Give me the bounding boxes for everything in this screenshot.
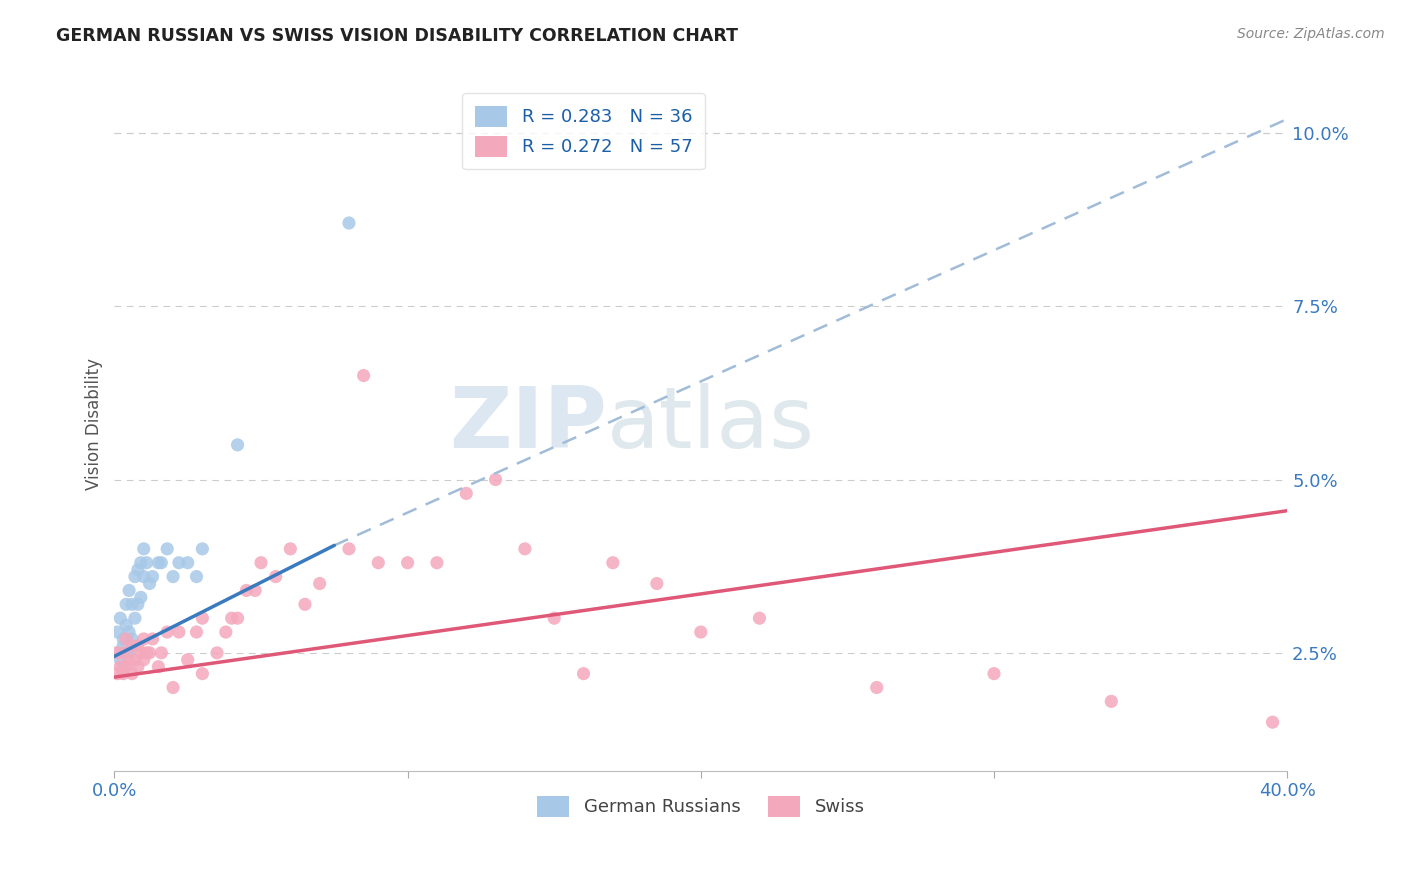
- Point: [105, 646, 128, 660]
- Point: [177, 653, 200, 667]
- Point: [127, 597, 149, 611]
- Point: [243, 583, 266, 598]
- Point: [162, 681, 184, 695]
- Point: [353, 368, 375, 383]
- Point: [167, 556, 190, 570]
- Point: [156, 625, 179, 640]
- Point: [150, 646, 173, 660]
- Text: GERMAN RUSSIAN VS SWISS VISION DISABILITY CORRELATION CHART: GERMAN RUSSIAN VS SWISS VISION DISABILIT…: [56, 27, 738, 45]
- Point: [112, 639, 135, 653]
- Point: [105, 666, 128, 681]
- Point: [138, 576, 160, 591]
- Point: [215, 625, 238, 640]
- Point: [112, 666, 135, 681]
- Text: ZIP: ZIP: [450, 383, 607, 466]
- Point: [191, 611, 214, 625]
- Point: [110, 611, 132, 625]
- Point: [129, 556, 152, 570]
- Point: [132, 653, 155, 667]
- Point: [150, 556, 173, 570]
- Point: [118, 583, 141, 598]
- Point: [367, 556, 389, 570]
- Point: [135, 646, 157, 660]
- Legend: German Russians, Swiss: German Russians, Swiss: [530, 789, 872, 824]
- Point: [191, 541, 214, 556]
- Point: [118, 653, 141, 667]
- Point: [141, 632, 163, 646]
- Point: [112, 646, 135, 660]
- Point: [602, 556, 624, 570]
- Point: [132, 541, 155, 556]
- Point: [221, 611, 243, 625]
- Point: [337, 541, 360, 556]
- Point: [308, 576, 330, 591]
- Point: [148, 659, 170, 673]
- Point: [124, 611, 146, 625]
- Point: [983, 666, 1005, 681]
- Point: [138, 646, 160, 660]
- Point: [118, 625, 141, 640]
- Point: [124, 653, 146, 667]
- Point: [127, 639, 149, 653]
- Point: [115, 659, 138, 673]
- Point: [689, 625, 711, 640]
- Point: [141, 569, 163, 583]
- Point: [543, 611, 565, 625]
- Point: [156, 541, 179, 556]
- Point: [1099, 694, 1122, 708]
- Point: [426, 556, 449, 570]
- Point: [129, 646, 152, 660]
- Point: [337, 216, 360, 230]
- Point: [186, 569, 208, 583]
- Point: [121, 597, 143, 611]
- Point: [513, 541, 536, 556]
- Point: [205, 646, 228, 660]
- Point: [177, 556, 200, 570]
- Point: [191, 666, 214, 681]
- Point: [162, 569, 184, 583]
- Point: [278, 541, 301, 556]
- Point: [115, 632, 138, 646]
- Point: [110, 659, 132, 673]
- Point: [112, 632, 135, 646]
- Point: [121, 666, 143, 681]
- Point: [572, 666, 595, 681]
- Text: atlas: atlas: [607, 383, 815, 466]
- Point: [226, 611, 249, 625]
- Point: [115, 646, 138, 660]
- Point: [264, 569, 287, 583]
- Point: [235, 583, 257, 598]
- Point: [186, 625, 208, 640]
- Point: [129, 591, 152, 605]
- Point: [118, 646, 141, 660]
- Point: [484, 473, 506, 487]
- Point: [121, 639, 143, 653]
- Point: [115, 597, 138, 611]
- Y-axis label: Vision Disability: Vision Disability: [86, 358, 103, 490]
- Point: [112, 659, 135, 673]
- Point: [105, 646, 128, 660]
- Point: [135, 556, 157, 570]
- Point: [226, 438, 249, 452]
- Point: [148, 556, 170, 570]
- Point: [167, 625, 190, 640]
- Point: [127, 659, 149, 673]
- Point: [127, 563, 149, 577]
- Text: Source: ZipAtlas.com: Source: ZipAtlas.com: [1237, 27, 1385, 41]
- Point: [1261, 715, 1284, 730]
- Point: [115, 618, 138, 632]
- Point: [645, 576, 668, 591]
- Point: [294, 597, 316, 611]
- Point: [105, 625, 128, 640]
- Point: [132, 569, 155, 583]
- Point: [250, 556, 273, 570]
- Point: [121, 632, 143, 646]
- Point: [132, 632, 155, 646]
- Point: [866, 681, 889, 695]
- Point: [110, 653, 132, 667]
- Point: [396, 556, 419, 570]
- Point: [456, 486, 478, 500]
- Point: [124, 569, 146, 583]
- Point: [748, 611, 770, 625]
